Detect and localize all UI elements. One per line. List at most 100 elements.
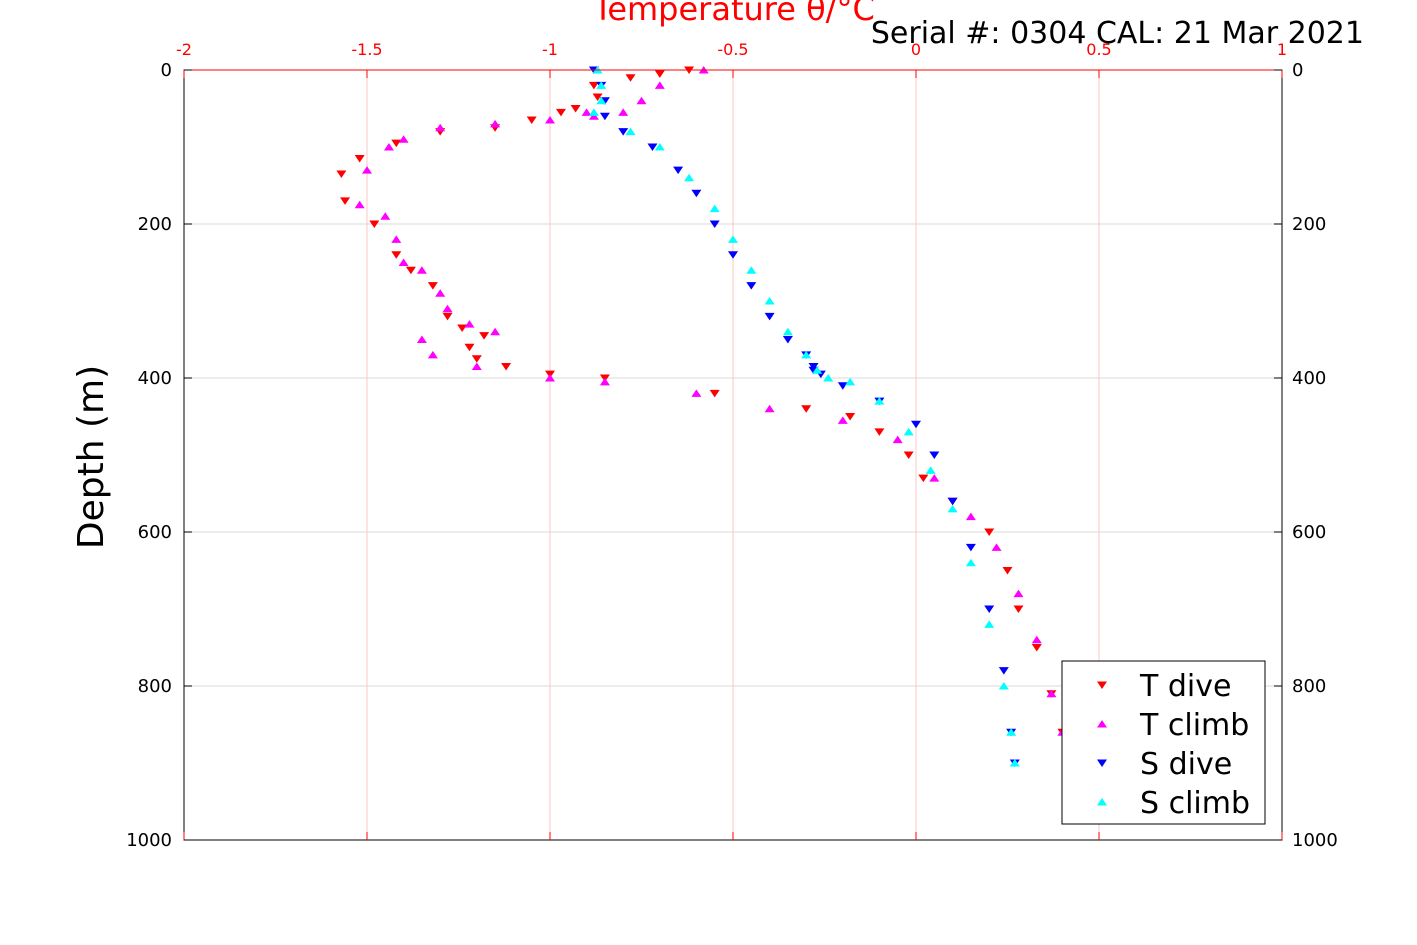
- data-point: [903, 427, 914, 436]
- data-point: [1031, 644, 1042, 652]
- data-point: [464, 320, 475, 328]
- data-point: [984, 528, 995, 536]
- data-point: [812, 366, 823, 374]
- data-point: [625, 74, 636, 82]
- data-point: [1002, 567, 1013, 575]
- data-point: [618, 108, 629, 116]
- y-tick-label-right: 600: [1292, 522, 1326, 543]
- data-point: [625, 127, 636, 136]
- data-point: [845, 377, 856, 386]
- data-point: [442, 304, 453, 313]
- y-tick-label: 0: [161, 60, 172, 81]
- data-point: [837, 382, 848, 390]
- data-point: [457, 324, 468, 332]
- data-point: [599, 112, 610, 121]
- x-tick-label: 0: [911, 40, 921, 59]
- data-point: [984, 605, 995, 613]
- data-point: [398, 258, 409, 266]
- data-point: [654, 81, 665, 89]
- data-point: [782, 327, 793, 336]
- y-tick-label-right: 1000: [1292, 830, 1338, 851]
- data-point: [555, 108, 566, 117]
- data-point: [383, 143, 394, 151]
- data-point: [526, 116, 537, 125]
- legend-label: S dive: [1140, 747, 1232, 782]
- data-point: [545, 116, 555, 124]
- y-tick-label: 1000: [126, 830, 172, 851]
- data-point: [874, 397, 885, 405]
- data-point: [929, 451, 940, 459]
- data-point: [354, 200, 365, 209]
- legend-box: [1061, 660, 1266, 825]
- data-point: [581, 108, 592, 116]
- data-point: [991, 543, 1002, 551]
- legend-label: S climb: [1140, 786, 1250, 821]
- y-tick-label-right: 0: [1292, 60, 1303, 81]
- x-tick-label: -1.5: [351, 40, 382, 59]
- data-point: [490, 119, 501, 128]
- series-t-dive: [336, 66, 1068, 737]
- y-tick-label-right: 800: [1292, 676, 1326, 697]
- data-point: [427, 282, 438, 290]
- data-point: [1031, 635, 1042, 644]
- y-tick-label: 800: [138, 676, 172, 697]
- series-t-climb: [354, 66, 1068, 736]
- data-point: [728, 235, 738, 243]
- data-point: [764, 312, 775, 321]
- data-point: [391, 139, 402, 148]
- data-point: [405, 266, 416, 275]
- data-point: [416, 266, 427, 274]
- data-point: [709, 204, 720, 213]
- data-point: [588, 112, 599, 120]
- data-point: [874, 428, 885, 436]
- data-point: [673, 166, 684, 175]
- series-s-climb: [588, 66, 1020, 767]
- data-point: [764, 404, 775, 413]
- data-point: [464, 343, 475, 352]
- data-point: [801, 350, 812, 359]
- data-point: [1006, 728, 1017, 736]
- data-point: [435, 289, 446, 297]
- data-point: [340, 197, 351, 205]
- data-point: [1013, 605, 1024, 613]
- data-point: [911, 420, 921, 429]
- data-point: [501, 362, 512, 371]
- legend-label: T climb: [1139, 708, 1249, 743]
- data-point: [471, 355, 482, 363]
- data-point: [599, 377, 610, 386]
- data-point: [416, 335, 427, 343]
- data-point: [398, 135, 409, 143]
- legend: T dive T climb S dive S climb: [1061, 660, 1266, 825]
- data-point: [746, 282, 757, 290]
- data-point: [947, 497, 958, 506]
- data-point: [925, 466, 936, 474]
- data-point: [596, 96, 607, 105]
- legend-label: T dive: [1139, 669, 1231, 704]
- plot-data: [336, 66, 1068, 767]
- y-tick-label-right: 200: [1292, 214, 1326, 235]
- data-point: [354, 155, 365, 163]
- data-point: [427, 350, 438, 359]
- data-point: [965, 512, 976, 521]
- data-point: [1009, 759, 1020, 767]
- data-point: [918, 474, 929, 483]
- data-point: [369, 220, 380, 228]
- data-point: [479, 332, 490, 340]
- y-tick-label: 600: [138, 522, 172, 543]
- data-point: [654, 70, 665, 78]
- data-point: [647, 143, 658, 151]
- chart-subtitle: Serial #: 0304 CAL: 21 Mar 2021: [871, 16, 1364, 51]
- y-tick-label: 400: [138, 368, 172, 389]
- x-tick-label: -2: [176, 40, 192, 59]
- data-point: [929, 474, 940, 482]
- y-tick-label: 200: [138, 214, 172, 235]
- data-point: [596, 81, 607, 89]
- data-point: [837, 416, 848, 424]
- data-point: [435, 123, 446, 132]
- x-axis-title: Temperature θ/°C: [592, 0, 875, 28]
- data-point: [903, 451, 914, 459]
- data-point: [391, 251, 402, 259]
- data-point: [947, 504, 958, 513]
- y-axis-ticks: 0 0 200 200 400 400 600 600 800 800 1000 1000: [126, 60, 1338, 851]
